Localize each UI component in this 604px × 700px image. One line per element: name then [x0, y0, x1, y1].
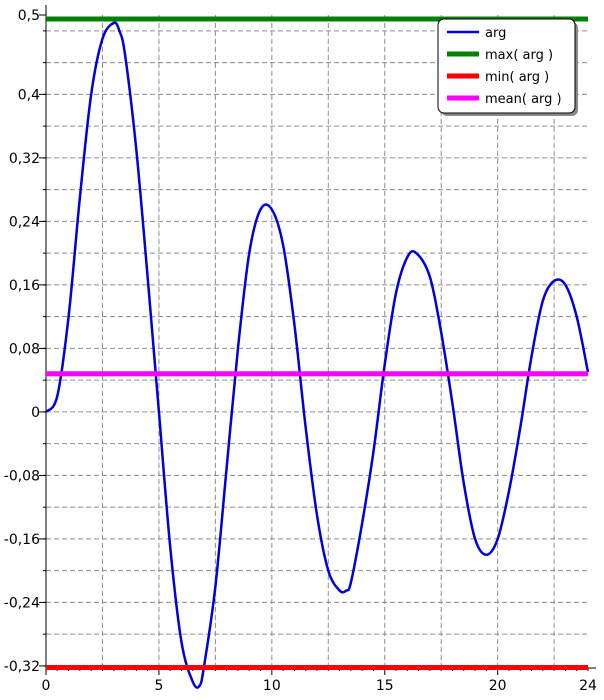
y-tick-label: 0,08 — [9, 341, 40, 357]
legend-label: max( arg ) — [485, 48, 553, 63]
y-tick-label: -0,08 — [4, 468, 40, 484]
legend-label: arg — [485, 26, 506, 41]
x-tick-label: 20 — [489, 678, 507, 694]
y-axis-ticks: 0,5 0,4 0,32 0,24 0,16 0,08 0 -0,08 -0,16 -0,24 -0… — [4, 8, 40, 675]
y-tick-label: -0,32 — [4, 659, 40, 675]
x-tick-label: 15 — [376, 678, 394, 694]
y-tick-label: 0,24 — [9, 214, 40, 230]
y-tick-label: 0,16 — [9, 278, 40, 294]
x-tick-label: 24 — [579, 678, 597, 694]
y-tick-label: 0 — [31, 405, 40, 421]
legend-label: min( arg ) — [485, 70, 549, 85]
y-tick-label: 0,4 — [18, 87, 40, 103]
x-tick-label: 5 — [154, 678, 163, 694]
y-tick-label: 0,32 — [9, 151, 40, 167]
x-axis-ticks: 0 5 10 15 20 24 — [42, 678, 597, 694]
x-tick-label: 0 — [42, 678, 51, 694]
legend: arg max( arg ) min( arg ) mean( arg ) — [437, 18, 578, 116]
x-tick-label: 10 — [263, 678, 281, 694]
y-tick-label: 0,5 — [18, 8, 40, 24]
legend-box — [437, 18, 576, 114]
legend-label: mean( arg ) — [485, 92, 562, 107]
series-line-arg — [44, 21, 590, 689]
y-tick-label: -0,16 — [4, 532, 40, 548]
grid — [46, 15, 588, 668]
y-tick-label: -0,24 — [4, 595, 40, 611]
